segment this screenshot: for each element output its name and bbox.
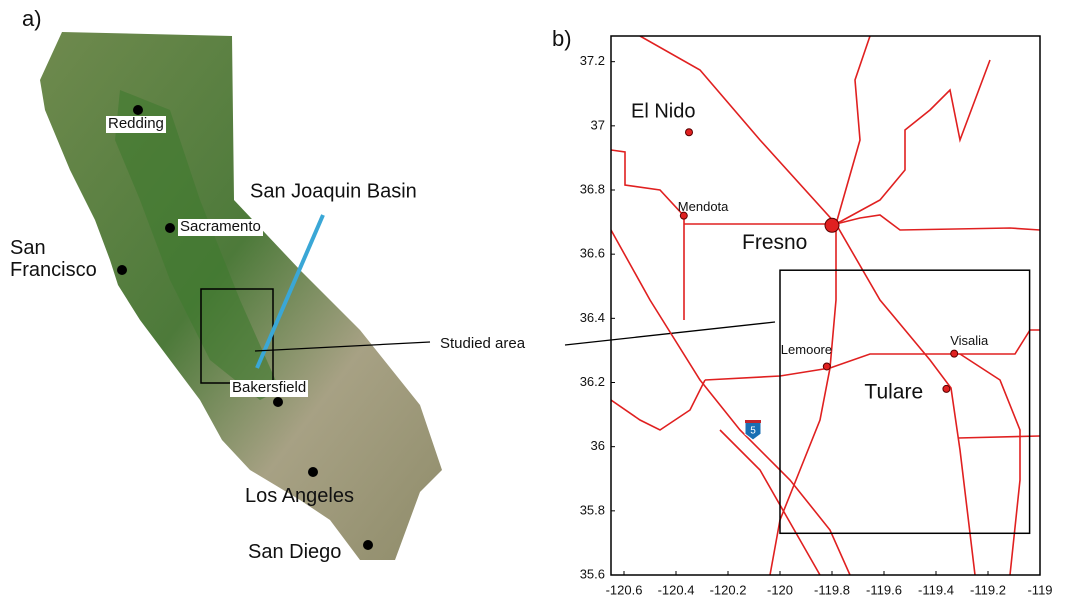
- city-label: Visalia: [950, 333, 989, 348]
- x-tick-label: -120: [767, 582, 793, 597]
- city-label: San Francisco: [10, 237, 120, 281]
- city-label: San Diego: [248, 541, 341, 563]
- city-label: Los Angeles: [245, 485, 354, 507]
- city-marker: [823, 363, 830, 370]
- city-label: Fresno: [742, 231, 807, 254]
- y-tick-label: 36.4: [580, 310, 605, 325]
- study-label: Studied area: [440, 335, 526, 352]
- x-tick-label: -120.4: [658, 582, 695, 597]
- y-tick-label: 36: [591, 438, 605, 453]
- city-marker: [686, 129, 693, 136]
- city-label: Bakersfield: [230, 380, 308, 397]
- city-dot: [308, 467, 318, 477]
- city-label: Sacramento: [178, 219, 263, 236]
- city-marker: [943, 385, 950, 392]
- california-land: [40, 32, 442, 560]
- y-tick-label: 36.6: [580, 246, 605, 261]
- city-marker: [825, 218, 839, 232]
- city-dot: [165, 223, 175, 233]
- y-tick-label: 37.2: [580, 53, 605, 68]
- city-label: Redding: [106, 116, 166, 133]
- city-marker: [951, 350, 958, 357]
- interstate-number: 5: [750, 426, 756, 437]
- x-tick-label: -119.4: [918, 582, 954, 597]
- x-tick-label: -119.2: [970, 582, 1006, 597]
- figure: a) San Joaquin Basin Studied area b) 5 -…: [0, 0, 1083, 600]
- panel-label: b): [552, 26, 572, 51]
- x-tick-label: -119: [1027, 582, 1052, 597]
- city-dot: [363, 540, 373, 550]
- city-label: Lemoore: [781, 342, 832, 357]
- panel-label: a): [22, 6, 42, 31]
- y-tick-label: 36.8: [580, 181, 605, 196]
- basin-label: San Joaquin Basin: [250, 180, 417, 202]
- y-tick-label: 35.8: [580, 502, 605, 517]
- map-canvas: a) San Joaquin Basin Studied area b) 5 -…: [0, 0, 1083, 600]
- city-dot: [133, 105, 143, 115]
- y-tick-label: 35.6: [580, 566, 605, 581]
- city-label: El Nido: [631, 101, 695, 123]
- x-tick-label: -120.6: [606, 582, 643, 597]
- city-label: Tulare: [864, 380, 923, 403]
- city-dot: [273, 397, 283, 407]
- y-tick-label: 36.2: [580, 374, 605, 389]
- city-label: Mendota: [678, 199, 729, 214]
- y-tick-label: 37: [591, 117, 605, 132]
- x-tick-label: -119.6: [866, 582, 902, 597]
- x-tick-label: -120.2: [710, 582, 747, 597]
- x-tick-label: -119.8: [814, 582, 850, 597]
